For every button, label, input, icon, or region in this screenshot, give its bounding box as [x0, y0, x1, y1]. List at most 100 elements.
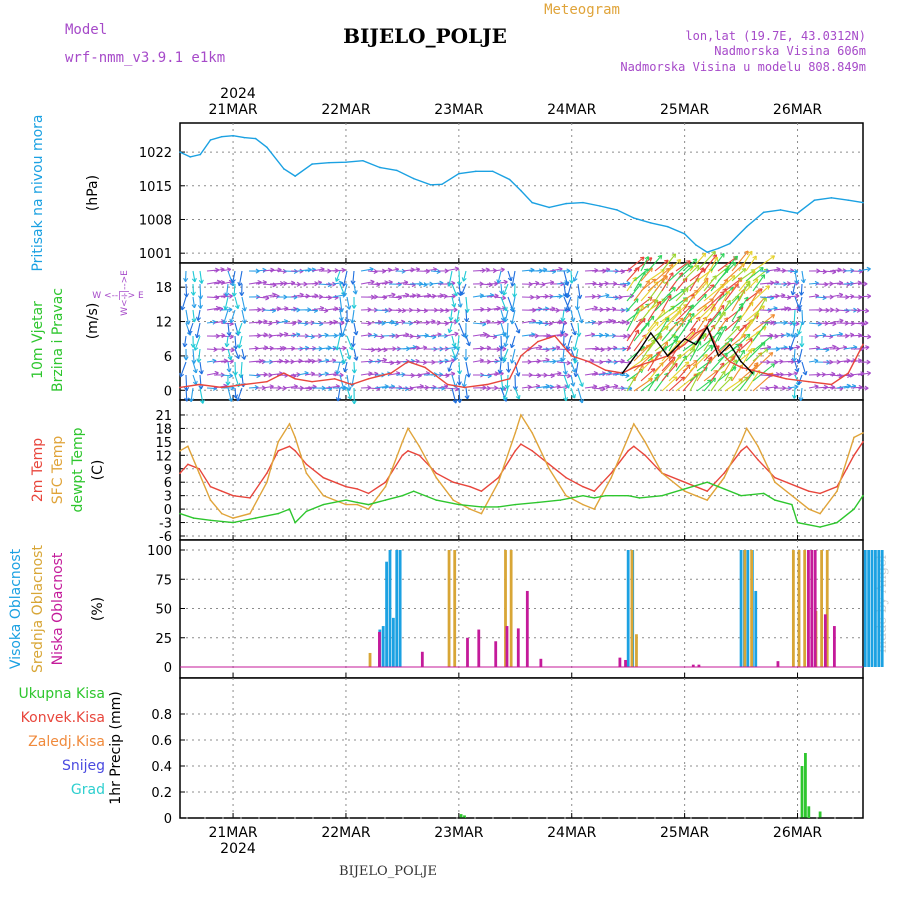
wind-arrow — [668, 259, 681, 272]
wind-arrow-head — [564, 282, 569, 286]
wind-arrow-head — [275, 293, 280, 297]
wind-arrow-head — [674, 253, 677, 258]
wind-arrow-head — [448, 282, 453, 287]
wind-arrow — [640, 299, 657, 312]
wind-arrow-head — [455, 346, 459, 351]
data-point — [249, 512, 251, 515]
wind-arrow-head — [620, 309, 625, 313]
data-point — [508, 178, 511, 181]
wind-arrow — [503, 387, 509, 401]
bar — [516, 628, 520, 667]
wind-arrow-head — [866, 293, 872, 297]
wind-arrow-head — [678, 307, 682, 312]
data-point — [486, 383, 488, 386]
wind-arrow-head — [721, 370, 726, 374]
wind-arrow-head — [224, 306, 229, 311]
wind-arrow-head — [350, 342, 354, 348]
wind-arrow-head — [457, 346, 461, 351]
wind-arrow-head — [367, 323, 372, 326]
wind-arrow-head — [747, 250, 749, 256]
wind-arrow-head — [792, 291, 796, 296]
wind-arrow-head — [350, 319, 353, 324]
wind-arrow-head — [566, 362, 571, 366]
wind-arrow-head — [639, 304, 644, 308]
wind-arrow — [402, 294, 416, 298]
wind-arrow — [318, 283, 332, 286]
wind-arrow-head — [579, 294, 583, 299]
wind-arrow-head — [195, 380, 198, 385]
y-tick-label: 0.6 — [151, 734, 172, 749]
wind-arrow-head — [350, 395, 353, 400]
wind-arrow — [724, 263, 745, 282]
wind-arrow — [360, 322, 372, 325]
wind-arrow-head — [453, 293, 458, 297]
wind-arrow-head — [194, 277, 197, 283]
wind-arrow — [570, 374, 575, 387]
wind-arrow-head — [220, 280, 225, 283]
wind-arrow — [584, 282, 597, 285]
wind-arrow — [388, 296, 402, 299]
data-point — [666, 355, 669, 357]
wind-arrow-head — [335, 370, 338, 375]
wind-arrow-head — [795, 295, 800, 299]
wind-arrow-head — [419, 384, 424, 387]
wind-arrow — [731, 376, 749, 392]
wind-arrow-head — [239, 291, 243, 296]
data-point — [412, 177, 415, 180]
wind-arrow — [500, 296, 507, 312]
wind-arrow-head — [644, 256, 649, 260]
wind-arrow-head — [403, 280, 409, 283]
wind-arrow-head — [486, 319, 491, 322]
data-point — [762, 211, 765, 214]
wind-arrow-head — [836, 361, 841, 365]
wind-arrow-head — [277, 267, 282, 271]
wind-arrow-head — [450, 371, 456, 375]
wind-arrow-head — [650, 378, 653, 383]
y-tick-label: 75 — [155, 573, 172, 588]
wind-arrow-head — [744, 268, 747, 273]
wind-arrow-head — [566, 360, 571, 364]
day-label-bottom: 24MAR — [547, 825, 596, 841]
wind-arrow — [535, 348, 550, 351]
wind-arrow-head — [511, 360, 515, 364]
wind-arrow-head — [545, 349, 550, 353]
wind-arrow-head — [530, 267, 535, 271]
wind-arrow-head — [380, 336, 385, 340]
wind-arrow — [402, 387, 414, 390]
wind-arrow-head — [858, 296, 863, 300]
data-point — [785, 378, 788, 380]
wind-arrow — [381, 269, 392, 272]
data-point — [232, 517, 234, 519]
wind-arrow-head — [231, 292, 235, 297]
data-point — [198, 383, 200, 386]
wind-arrow — [444, 373, 455, 376]
wind-arrow-head — [238, 354, 241, 359]
wind-arrow — [797, 348, 803, 364]
wind-arrow-head — [417, 375, 422, 379]
wind-arrow — [584, 333, 595, 337]
wind-arrow — [542, 335, 553, 338]
wind-arrow-head — [343, 385, 346, 390]
data-point — [728, 360, 731, 363]
wind-arrow — [850, 334, 862, 337]
wind-arrow — [584, 321, 596, 324]
wind-arrow-head — [867, 372, 871, 376]
wind-arrow-head — [194, 333, 198, 338]
wind-arrow-head — [555, 345, 561, 348]
wind-arrow — [584, 306, 598, 311]
wind-arrow — [717, 287, 734, 302]
wind-arrow-head — [293, 271, 298, 274]
wind-arrow-head — [457, 399, 461, 404]
wind-arrow-head — [454, 333, 459, 337]
wind-arrow — [654, 275, 668, 292]
wind-arrow — [381, 385, 395, 389]
wind-arrow-head — [329, 322, 334, 326]
wind-arrow-head — [659, 335, 663, 340]
wind-arrow-head — [514, 293, 518, 298]
wind-arrow-head — [599, 361, 604, 365]
wind-arrow — [752, 274, 766, 292]
data-point — [266, 380, 268, 383]
wind-arrow — [458, 283, 462, 296]
wind-arrow-head — [666, 260, 669, 265]
wind-arrow-head — [604, 281, 609, 284]
